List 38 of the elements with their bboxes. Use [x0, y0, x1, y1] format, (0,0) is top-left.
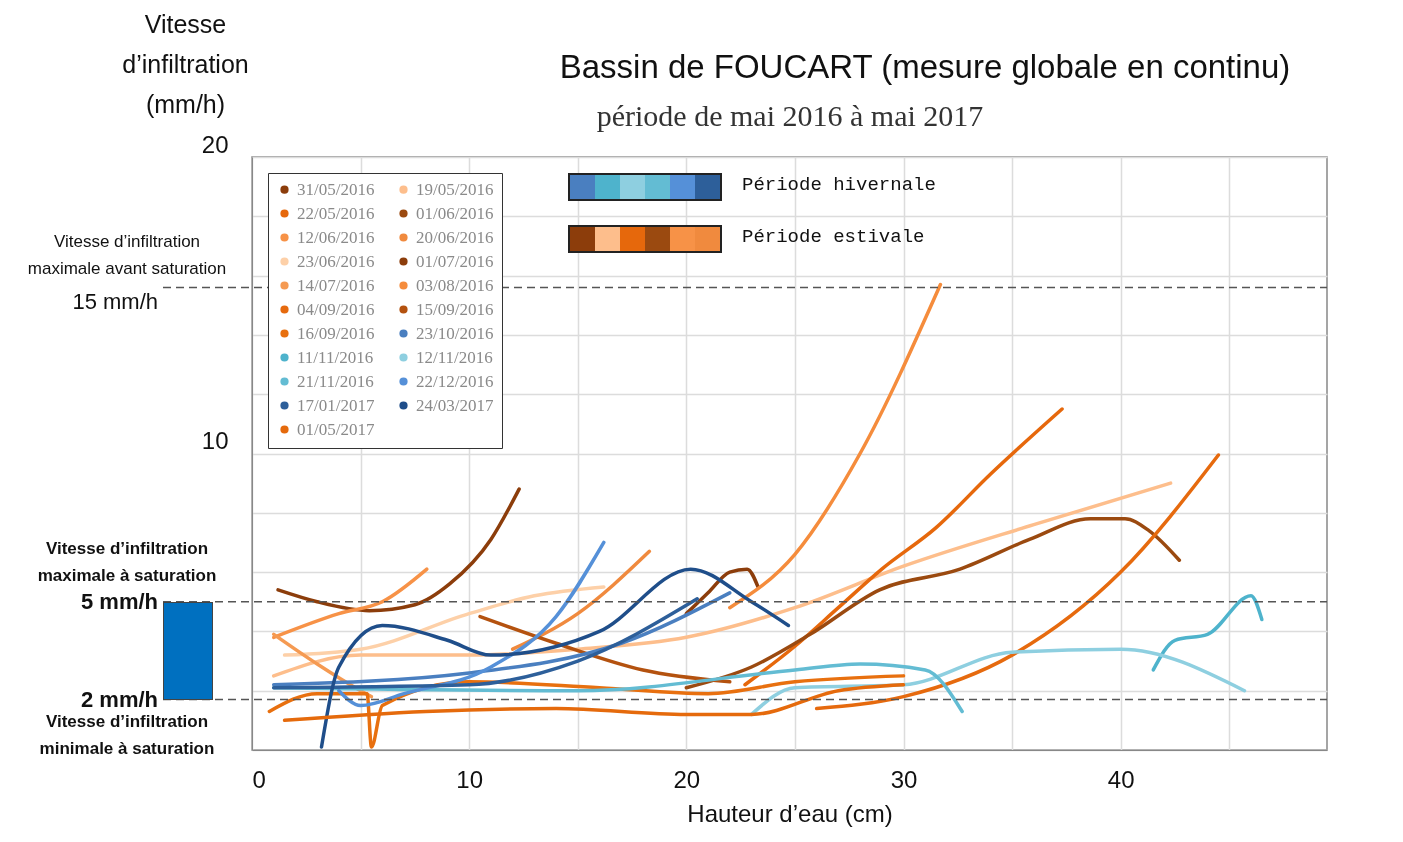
ref-line-label: 2 mm/h: [80, 686, 158, 712]
ref-line-label: 5 mm/h: [80, 588, 158, 614]
x-tick-label: 20: [673, 765, 701, 793]
chart-title: Bassin de FOUCART (mesure globale en continu): [559, 48, 1291, 85]
legend-label: 21/11/2016: [297, 371, 374, 391]
legend-label: 01/05/2017: [297, 419, 375, 439]
legend-label: 04/09/2016: [297, 299, 375, 319]
legend-label: 24/03/2017: [416, 395, 494, 415]
legend-label: 22/05/2016: [297, 203, 375, 223]
chart-subtitle: période de mai 2016 à mai 2017: [596, 99, 984, 132]
legend-label: 12/11/2016: [416, 347, 493, 367]
x-tick-label: 0: [252, 765, 266, 793]
legend-label: 11/11/2016: [297, 347, 374, 367]
legend-label: 22/12/2016: [416, 371, 494, 391]
text: Vitesse d’infiltration maximale à saturation: [37, 538, 217, 585]
annotation: Période estivale: [742, 226, 925, 248]
legend-label: 14/07/2016: [297, 275, 375, 295]
legend-label: 31/05/2016: [297, 179, 375, 199]
x-tick-label: 10: [456, 765, 484, 793]
legend-label: 17/01/2017: [297, 395, 375, 415]
annotation: Période hivernale: [742, 174, 936, 196]
legend-label: 23/10/2016: [416, 323, 494, 343]
legend-label: 01/06/2016: [416, 203, 494, 223]
x-axis-title: Hauteur d’eau (cm): [687, 799, 893, 827]
y-axis-title: Vitesse d’infiltration (mm/h): [122, 9, 249, 118]
text: Vitesse d’infiltration maximale avant saturation: [27, 232, 227, 279]
legend-label: 23/06/2016: [297, 251, 375, 271]
legend-label: 12/06/2016: [297, 227, 375, 247]
x-tick-label: 40: [1107, 765, 1135, 793]
legend-label: 20/06/2016: [416, 227, 494, 247]
legend-label: 03/08/2016: [416, 275, 494, 295]
legend-label: 19/05/2016: [416, 179, 494, 199]
x-tick-label: 30: [890, 765, 918, 793]
legend-label: 16/09/2016: [297, 323, 375, 343]
text: Vitesse d’infiltration minimale à saturation: [39, 711, 215, 758]
ref-line-label: 15 mm/h: [72, 289, 158, 315]
legend-label: 15/09/2016: [416, 299, 494, 319]
legend-label: 01/07/2016: [416, 251, 494, 271]
